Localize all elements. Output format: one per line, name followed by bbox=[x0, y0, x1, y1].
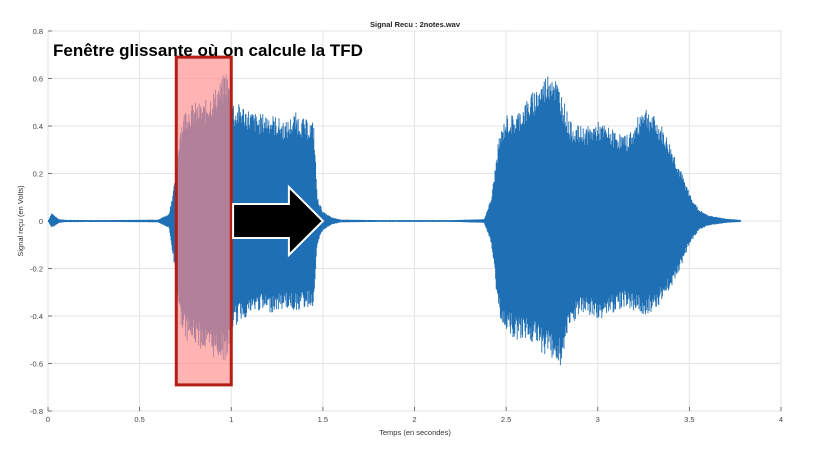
y-tick-label: -0.4 bbox=[30, 312, 43, 321]
x-axis-label: Temps (en secondes) bbox=[379, 428, 451, 437]
sliding-window-label: Fenêtre glissante où on calcule la TFD bbox=[53, 41, 363, 60]
y-tick-label: 0.4 bbox=[33, 122, 43, 131]
y-tick-label: 0.8 bbox=[33, 27, 43, 36]
x-tick-label: 0.5 bbox=[134, 415, 144, 424]
chart-title: Signal Recu : 2notes.wav bbox=[370, 20, 461, 29]
y-tick-label: -0.2 bbox=[30, 265, 43, 274]
x-tick-label: 0 bbox=[46, 415, 50, 424]
sliding-window-highlight bbox=[174, 55, 233, 387]
x-tick-label: 3.5 bbox=[684, 415, 694, 424]
x-tick-label: 1 bbox=[229, 415, 233, 424]
y-axis-label: Signal reçu (en Volts) bbox=[16, 185, 25, 257]
y-axis-ticks: -0.8 -0.6 -0.4 -0.2 0 0.2 0.4 0.6 0.8 bbox=[30, 27, 52, 416]
y-tick-label: -0.8 bbox=[30, 407, 43, 416]
y-tick-label: -0.6 bbox=[30, 360, 43, 369]
arrow-right-icon bbox=[232, 184, 325, 258]
x-tick-label: 4 bbox=[779, 415, 783, 424]
x-tick-label: 2 bbox=[412, 415, 416, 424]
y-tick-label: 0.2 bbox=[33, 170, 43, 179]
x-tick-label: 2.5 bbox=[501, 415, 511, 424]
x-tick-label: 1.5 bbox=[318, 415, 328, 424]
x-tick-label: 3 bbox=[596, 415, 600, 424]
y-tick-label: 0.6 bbox=[33, 75, 43, 84]
y-tick-label: 0 bbox=[39, 217, 43, 226]
x-axis-ticks: 0 0.5 1 1.5 2 2.5 3 3.5 4 bbox=[46, 407, 783, 424]
